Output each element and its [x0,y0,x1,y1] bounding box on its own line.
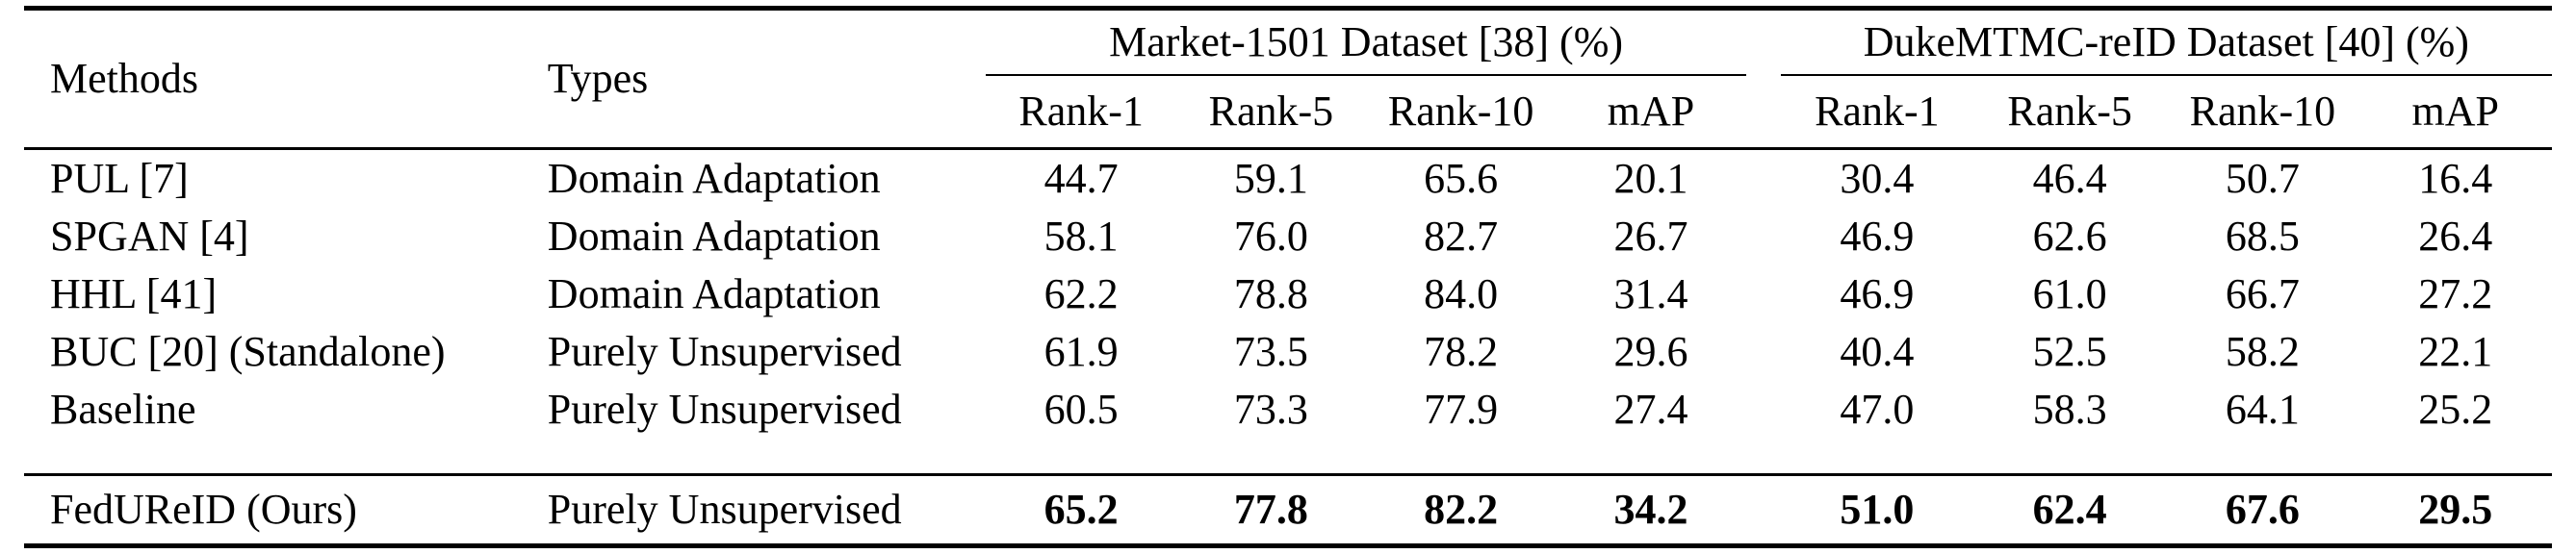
method-cell: SPGAN [4] [50,213,249,260]
method-cell: FedUReID (Ours) [24,474,542,548]
type-cell: Purely Unsupervised [541,381,987,476]
score-cell: 16.4 [2418,155,2493,202]
score-cell: 52.5 [2032,328,2107,375]
column-gap [1745,381,1781,476]
score-cell: 50.7 [2225,155,2300,202]
col-header-methods: Methods [24,6,542,150]
score-cell: 22.1 [2418,328,2493,375]
type-cell: Purely Unsupervised [547,328,902,375]
score-cell: 27.4 [1556,381,1746,476]
column-gap [1746,265,1781,323]
score-cell: 46.9 [1840,213,1915,260]
header-row-groups: Methods Types Market-1501 Dataset [38] (… [24,6,2552,150]
column-gap [1746,208,1781,265]
table-row-ours: FedUReID (Ours) Purely Unsupervised 65.2… [24,474,2552,548]
score-cell: 58.1 [1043,213,1119,260]
score-cell: 76.0 [1233,213,1308,260]
score-cell: 47.0 [1780,381,1973,476]
score-cell: 46.4 [2032,155,2107,202]
score-cell: 25.2 [2358,381,2552,476]
metric-header-duke-rank1: Rank-1 [1780,75,1973,150]
score-cell: 65.2 [986,474,1176,548]
header-row-metrics: Rank-1 Rank-5 Rank-10 mAP Rank-1 Rank-5 … [24,75,2552,150]
score-cell: 82.7 [1424,213,1499,260]
table-row: BUC [20] (Standalone) Purely Unsupervise… [24,323,2552,381]
score-cell: 73.3 [1175,381,1367,476]
score-cell: 62.6 [2032,213,2107,260]
score-cell: 65.6 [1424,155,1499,202]
score-cell: 84.0 [1424,270,1499,317]
table-row: PUL [7] Domain Adaptation 44.7 59.1 65.6… [24,149,2552,209]
score-cell: 31.4 [1613,270,1688,317]
method-cell: Baseline [24,381,542,476]
score-cell: 64.1 [2166,381,2359,476]
score-cell: 58.3 [1972,381,2167,476]
score-cell: 26.7 [1613,213,1688,260]
score-cell: 82.2 [1366,474,1557,548]
table-row: SPGAN [4] Domain Adaptation 58.1 76.0 82… [24,208,2552,265]
score-cell: 59.1 [1233,155,1308,202]
column-gap [1746,149,1781,209]
column-gap [1746,323,1781,381]
score-cell: 77.8 [1175,474,1367,548]
method-cell: PUL [7] [50,155,189,202]
score-cell: 67.6 [2166,474,2359,548]
score-cell: 62.4 [1972,474,2167,548]
metric-header-market-map: mAP [1556,75,1746,150]
score-cell: 62.2 [1043,270,1119,317]
type-cell: Domain Adaptation [547,270,881,317]
type-cell: Domain Adaptation [547,213,881,260]
table-row: HHL [41] Domain Adaptation 62.2 78.8 84.… [24,265,2552,323]
score-cell: 73.5 [1233,328,1308,375]
score-cell: 51.0 [1780,474,1973,548]
metric-header-market-rank1: Rank-1 [986,75,1176,150]
score-cell: 44.7 [1043,155,1119,202]
method-cell: HHL [41] [50,270,218,317]
score-cell: 68.5 [2225,213,2300,260]
method-cell: BUC [20] (Standalone) [50,328,446,375]
type-cell: Purely Unsupervised [541,474,987,548]
metric-header-market-rank10: Rank-10 [1366,75,1557,150]
type-cell: Domain Adaptation [547,155,881,202]
metric-header-duke-rank10: Rank-10 [2166,75,2359,150]
score-cell: 77.9 [1366,381,1557,476]
score-cell: 34.2 [1556,474,1746,548]
score-cell: 61.0 [2032,270,2107,317]
score-cell: 78.2 [1424,328,1499,375]
score-cell: 46.9 [1840,270,1915,317]
score-cell: 66.7 [2225,270,2300,317]
score-cell: 58.2 [2225,328,2300,375]
results-table: Methods Types Market-1501 Dataset [38] (… [24,6,2552,548]
column-gap [1745,474,1781,548]
score-cell: 61.9 [1043,328,1119,375]
metric-header-duke-map: mAP [2358,75,2552,150]
group-header-market: Market-1501 Dataset [38] (%) [986,6,1746,76]
col-header-types: Types [541,6,987,150]
score-cell: 40.4 [1840,328,1915,375]
score-cell: 27.2 [2418,270,2493,317]
column-gap [1745,6,1781,150]
score-cell: 29.6 [1613,328,1688,375]
metric-header-duke-rank5: Rank-5 [1972,75,2167,150]
score-cell: 60.5 [986,381,1176,476]
table-row: Baseline Purely Unsupervised 60.5 73.3 7… [24,381,2552,476]
score-cell: 20.1 [1613,155,1688,202]
score-cell: 30.4 [1840,155,1915,202]
score-cell: 26.4 [2418,213,2493,260]
metric-header-market-rank5: Rank-5 [1175,75,1367,150]
group-header-duke: DukeMTMC-reID Dataset [40] (%) [1780,6,2552,76]
score-cell: 29.5 [2358,474,2552,548]
score-cell: 78.8 [1233,270,1308,317]
